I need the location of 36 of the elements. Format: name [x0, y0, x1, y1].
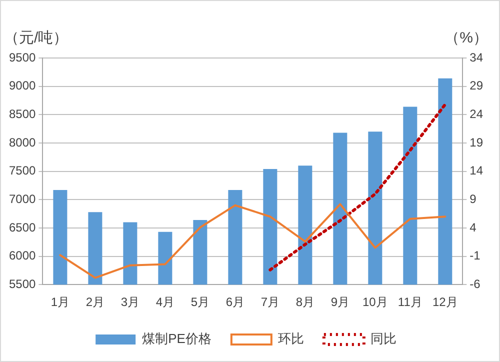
y2-tick-label: 29: [470, 78, 484, 93]
y2-tick-label: 24: [470, 106, 484, 121]
x-tick-label: 2月: [86, 295, 105, 310]
y2-tick-label: 34: [470, 50, 484, 64]
x-tick-label: 11月: [398, 295, 422, 310]
y-tick-label: 9500: [8, 50, 36, 64]
y-tick-label: 8500: [8, 106, 36, 121]
x-tick-label: 5月: [190, 295, 210, 310]
legend-label: 环比: [278, 331, 304, 346]
y2-tick-label: 9: [470, 192, 477, 206]
y2-axis-title: （%）: [444, 30, 488, 47]
y-axis-title: （元/吨）: [4, 30, 68, 47]
y2-tick-label: -6: [470, 276, 481, 291]
legend-label: 煤制PE价格: [142, 331, 212, 346]
y-tick-label: 8000: [8, 135, 36, 150]
y2-tick-label: -1: [470, 248, 481, 263]
y-tick-label: 6500: [8, 220, 36, 234]
y2-tick-label: 14: [470, 164, 484, 178]
x-tick-label: 1月: [50, 295, 70, 310]
x-tick-label: 6月: [226, 295, 245, 310]
y-tick-label: 9000: [8, 78, 36, 93]
x-tick-label: 7月: [260, 295, 280, 310]
x-tick-label: 10月: [362, 295, 388, 310]
y2-tick-label: 19: [470, 135, 484, 150]
x-tick-label: 12月: [432, 295, 458, 310]
y-tick-label: 7000: [8, 192, 36, 206]
x-tick-label: 4月: [156, 295, 175, 310]
y2-tick-label: 4: [470, 220, 477, 234]
y-tick-label: 6000: [8, 248, 36, 263]
y-tick-label: 5500: [8, 276, 36, 291]
x-tick-label: 9月: [330, 295, 350, 310]
legend-label: 同比: [370, 331, 396, 346]
y-tick-label: 7500: [8, 164, 36, 178]
x-tick-label: 8月: [296, 295, 315, 310]
x-tick-label: 3月: [120, 295, 140, 310]
line-series: [268, 102, 447, 272]
